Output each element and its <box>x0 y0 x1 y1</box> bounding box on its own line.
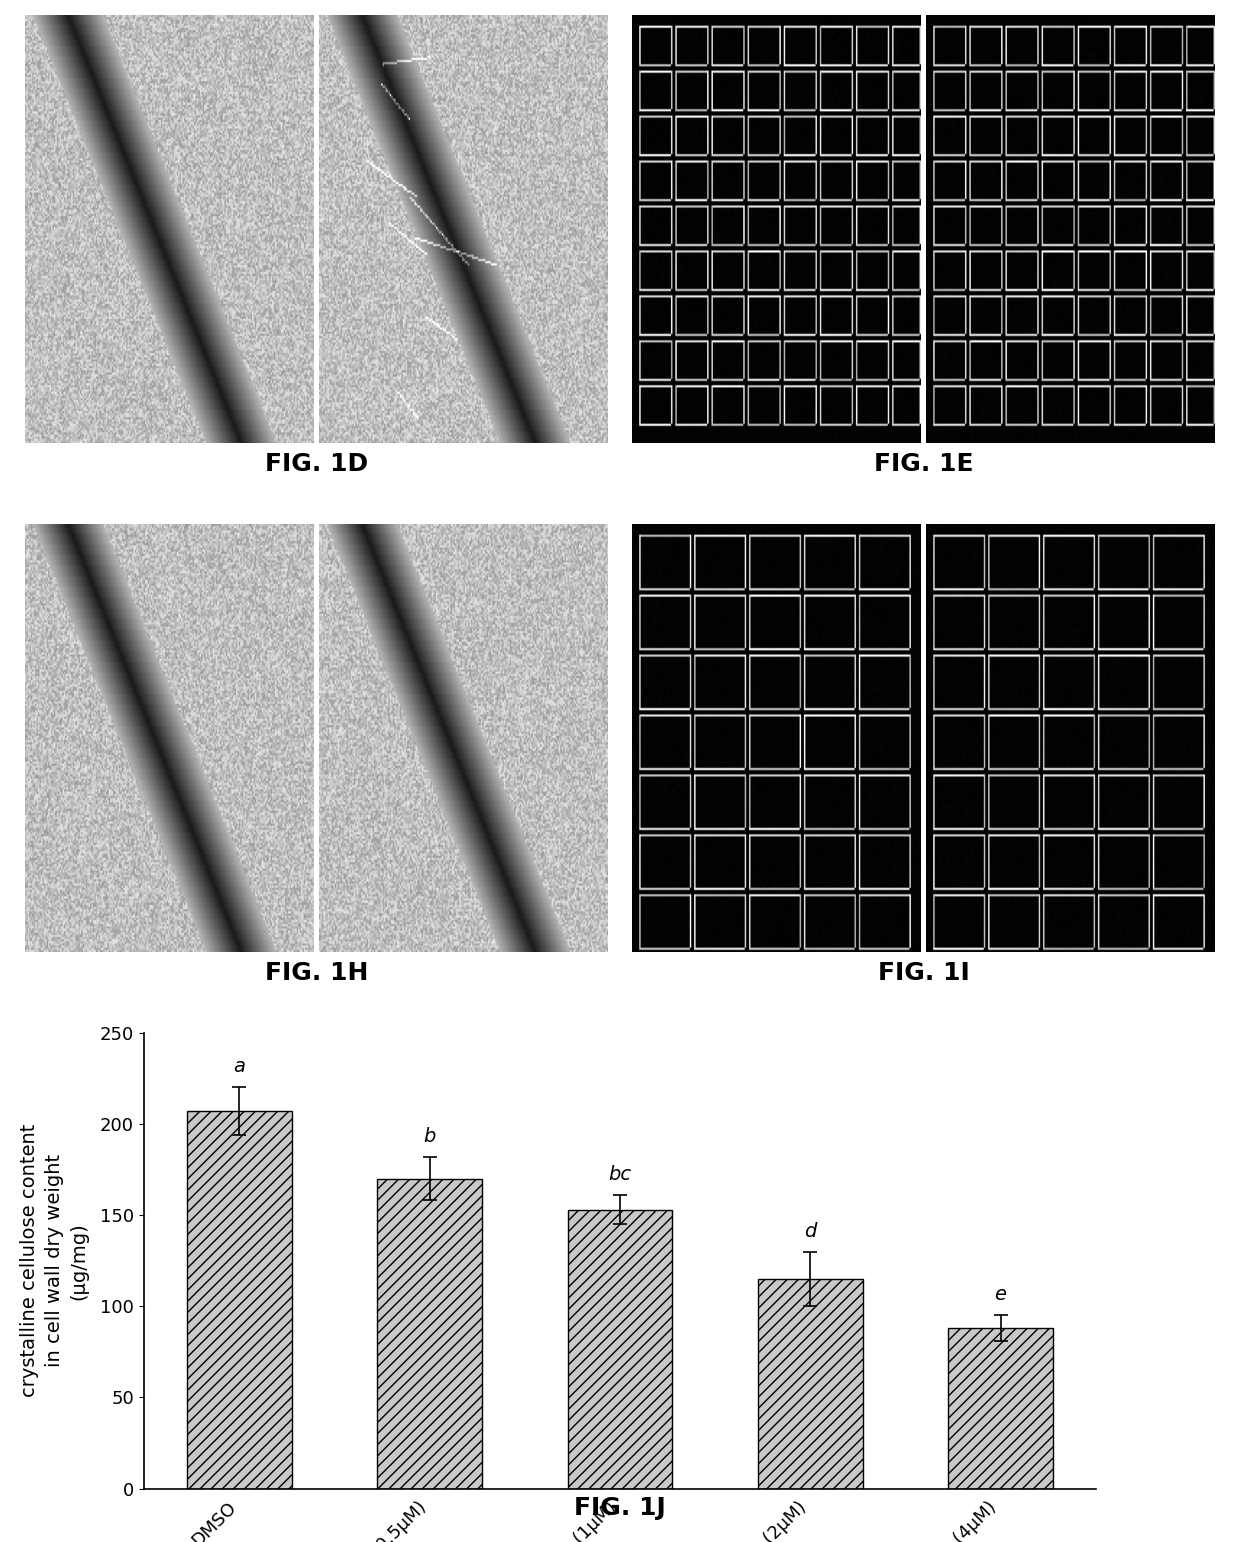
Bar <box>949 1328 1053 1488</box>
Bar <box>568 1209 672 1488</box>
Text: d: d <box>804 1221 816 1241</box>
Bar <box>758 1278 863 1488</box>
Text: bc: bc <box>609 1166 631 1184</box>
Bar <box>187 1112 291 1488</box>
Text: FIG. 1I: FIG. 1I <box>878 961 970 985</box>
Text: FIG. 1J: FIG. 1J <box>574 1496 666 1519</box>
Text: FIG. 1D: FIG. 1D <box>265 452 368 476</box>
Text: e: e <box>994 1286 1007 1305</box>
Bar <box>377 1178 482 1488</box>
Text: FIG. 1E: FIG. 1E <box>874 452 973 476</box>
Text: FIG. 1H: FIG. 1H <box>265 961 368 985</box>
Y-axis label: crystalline cellulose content
in cell wall dry weight
(μg/mg): crystalline cellulose content in cell wa… <box>20 1124 89 1397</box>
Text: a: a <box>233 1058 246 1076</box>
Text: b: b <box>424 1127 436 1146</box>
